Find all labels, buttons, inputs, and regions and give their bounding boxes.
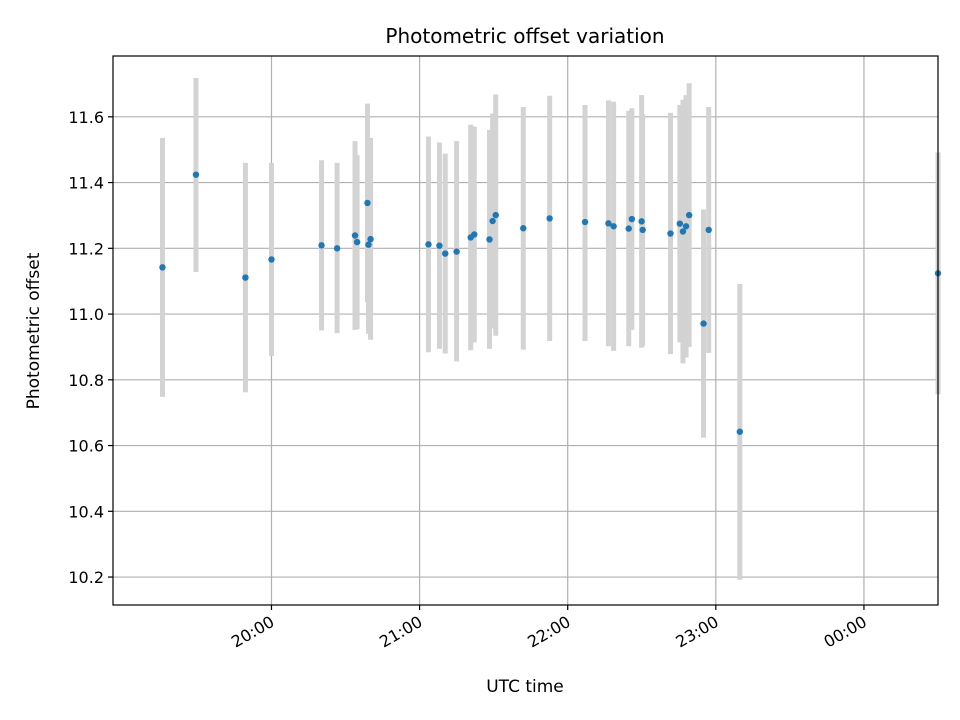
data-point [625,225,632,232]
data-point [667,230,674,237]
data-point [318,242,325,249]
data-point [353,238,361,246]
data-markers [159,171,942,435]
y-tick-label: 11.4 [68,174,104,193]
data-point [638,218,645,225]
plot-frame [112,55,939,606]
y-tick-label: 10.8 [68,371,104,390]
data-point [489,217,496,225]
data-point [365,241,372,248]
data-point [364,199,371,207]
y-tick-label: 10.2 [68,568,104,587]
data-point [425,241,432,248]
data-point [685,211,693,219]
data-point [610,223,617,230]
data-point [492,211,499,219]
data-point [367,235,374,243]
data-point [628,215,636,223]
data-point [520,225,527,232]
data-point [351,232,359,239]
data-point [700,320,707,327]
y-tick-label: 10.6 [68,437,104,456]
chart-title: Photometric offset variation [385,24,664,48]
data-point [676,220,684,227]
data-point [705,226,712,234]
y-axis-ticks: 10.2 10.4 10.6 10.8 11.0 11.2 11.4 11.6 [68,108,113,587]
data-point [471,231,478,238]
data-point [268,256,275,263]
data-point [679,228,687,235]
data-point [453,248,460,255]
data-point [736,428,744,435]
y-axis-label: Photometric offset [24,252,44,409]
data-point [192,171,200,178]
data-point [333,245,341,252]
data-point [581,218,589,226]
y-tick-label: 11.0 [68,305,104,324]
y-tick-label: 10.4 [68,502,104,521]
data-point [436,242,443,249]
y-tick-label: 11.6 [68,108,104,127]
x-axis-label: UTC time [486,677,564,697]
y-tick-label: 11.2 [68,239,104,258]
data-point [242,274,249,281]
data-point [546,215,553,222]
data-point [639,226,646,234]
data-point [442,250,449,257]
data-point [159,264,166,271]
data-point [605,220,612,227]
data-point [486,236,493,243]
data-point [682,223,690,230]
